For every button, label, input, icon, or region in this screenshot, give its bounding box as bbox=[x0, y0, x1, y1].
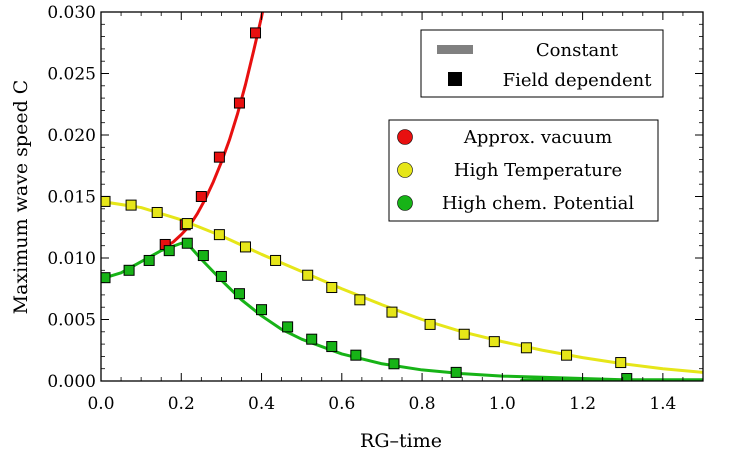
data-point-high-chem-potential bbox=[388, 358, 400, 370]
data-point-high-chem-potential bbox=[326, 341, 338, 353]
data-point-high-temperature bbox=[125, 199, 137, 211]
data-point-high-temperature bbox=[354, 294, 366, 306]
y-tick-label: 0.010 bbox=[47, 249, 96, 269]
data-point-approx-vacuum bbox=[195, 191, 207, 202]
x-axis-title: RG–time bbox=[360, 430, 442, 452]
data-point-high-temperature bbox=[561, 349, 573, 361]
legend-field-dependent-label: Field dependent bbox=[503, 70, 653, 91]
ticks-layer: 0.0 0.2 0.4 0.6 0.8 1.0 1.2 1.4 0.000 0.005 0.010 0… bbox=[47, 3, 703, 414]
data-point-high-temperature bbox=[302, 269, 314, 281]
legend-constant-swatch bbox=[437, 45, 473, 54]
data-point-high-temperature bbox=[520, 342, 532, 354]
x-tick-label: 0.4 bbox=[248, 394, 275, 414]
data-point-high-temperature bbox=[424, 318, 436, 330]
data-point-high-chem-potential bbox=[256, 304, 268, 316]
data-point-high-chem-potential bbox=[215, 270, 227, 282]
legend-high-chem-label: High chem. Potential bbox=[442, 193, 635, 214]
x-tick-label: 1.2 bbox=[569, 394, 596, 414]
series-layer bbox=[101, 12, 703, 381]
x-tick-label: 0.2 bbox=[168, 394, 195, 414]
x-tick-label: 0.0 bbox=[87, 394, 114, 414]
data-point-high-temperature bbox=[615, 357, 627, 369]
data-point-high-chem-potential bbox=[306, 333, 318, 345]
data-point-high-temperature bbox=[326, 282, 338, 294]
data-point-high-chem-potential bbox=[233, 288, 245, 300]
legend-type: Constant Field dependent bbox=[420, 29, 664, 98]
data-point-high-temperature bbox=[239, 241, 251, 253]
x-tick-label: 0.8 bbox=[409, 394, 436, 414]
x-tick-label: 1.0 bbox=[489, 394, 516, 414]
data-point-high-chem-potential bbox=[163, 245, 175, 257]
data-point-high-chem-potential bbox=[350, 349, 362, 361]
legend-high-temp-swatch bbox=[397, 162, 413, 178]
x-tick-label: 0.6 bbox=[328, 394, 355, 414]
legend-regime: Approx. vacuum High Temperature High che… bbox=[388, 119, 659, 222]
data-point-approx-vacuum bbox=[213, 151, 225, 163]
data-point-high-chem-potential bbox=[101, 272, 111, 284]
data-point-high-temperature bbox=[213, 229, 225, 241]
y-axis-title: Maximum wave speed C bbox=[10, 80, 32, 315]
data-point-approx-vacuum bbox=[233, 97, 245, 109]
legend-high-temp-label: High Temperature bbox=[454, 160, 622, 181]
y-tick-label: 0.020 bbox=[47, 126, 96, 146]
legend-field-dependent-swatch bbox=[448, 72, 462, 86]
data-point-high-temperature bbox=[151, 206, 163, 218]
series-line-approx-vacuum bbox=[163, 12, 265, 249]
data-point-high-chem-potential bbox=[123, 264, 135, 276]
data-point-high-chem-potential bbox=[197, 250, 209, 262]
data-point-high-chem-potential bbox=[450, 366, 462, 378]
data-point-high-temperature bbox=[181, 218, 193, 230]
data-point-high-chem-potential bbox=[282, 321, 294, 333]
series-line-high-temperature bbox=[101, 199, 703, 374]
data-point-high-temperature bbox=[386, 306, 398, 318]
y-tick-label: 0.000 bbox=[47, 372, 96, 392]
data-point-high-temperature bbox=[270, 254, 282, 266]
y-tick-label: 0.015 bbox=[47, 188, 96, 208]
legend-constant-label: Constant bbox=[536, 40, 619, 61]
data-point-high-chem-potential bbox=[621, 373, 633, 381]
legend-high-chem-swatch bbox=[397, 195, 413, 211]
data-point-high-chem-potential bbox=[181, 237, 193, 249]
data-point-high-chem-potential bbox=[143, 254, 155, 266]
x-tick-label: 1.4 bbox=[649, 394, 676, 414]
data-point-high-temperature bbox=[458, 328, 470, 340]
y-tick-label: 0.025 bbox=[47, 65, 96, 85]
data-point-high-temperature bbox=[488, 336, 500, 348]
y-tick-label: 0.005 bbox=[47, 311, 96, 331]
data-point-approx-vacuum bbox=[250, 27, 262, 39]
y-tick-label: 0.030 bbox=[47, 3, 96, 23]
legend-vacuum-label: Approx. vacuum bbox=[463, 127, 612, 148]
legend-vacuum-swatch bbox=[397, 129, 413, 145]
